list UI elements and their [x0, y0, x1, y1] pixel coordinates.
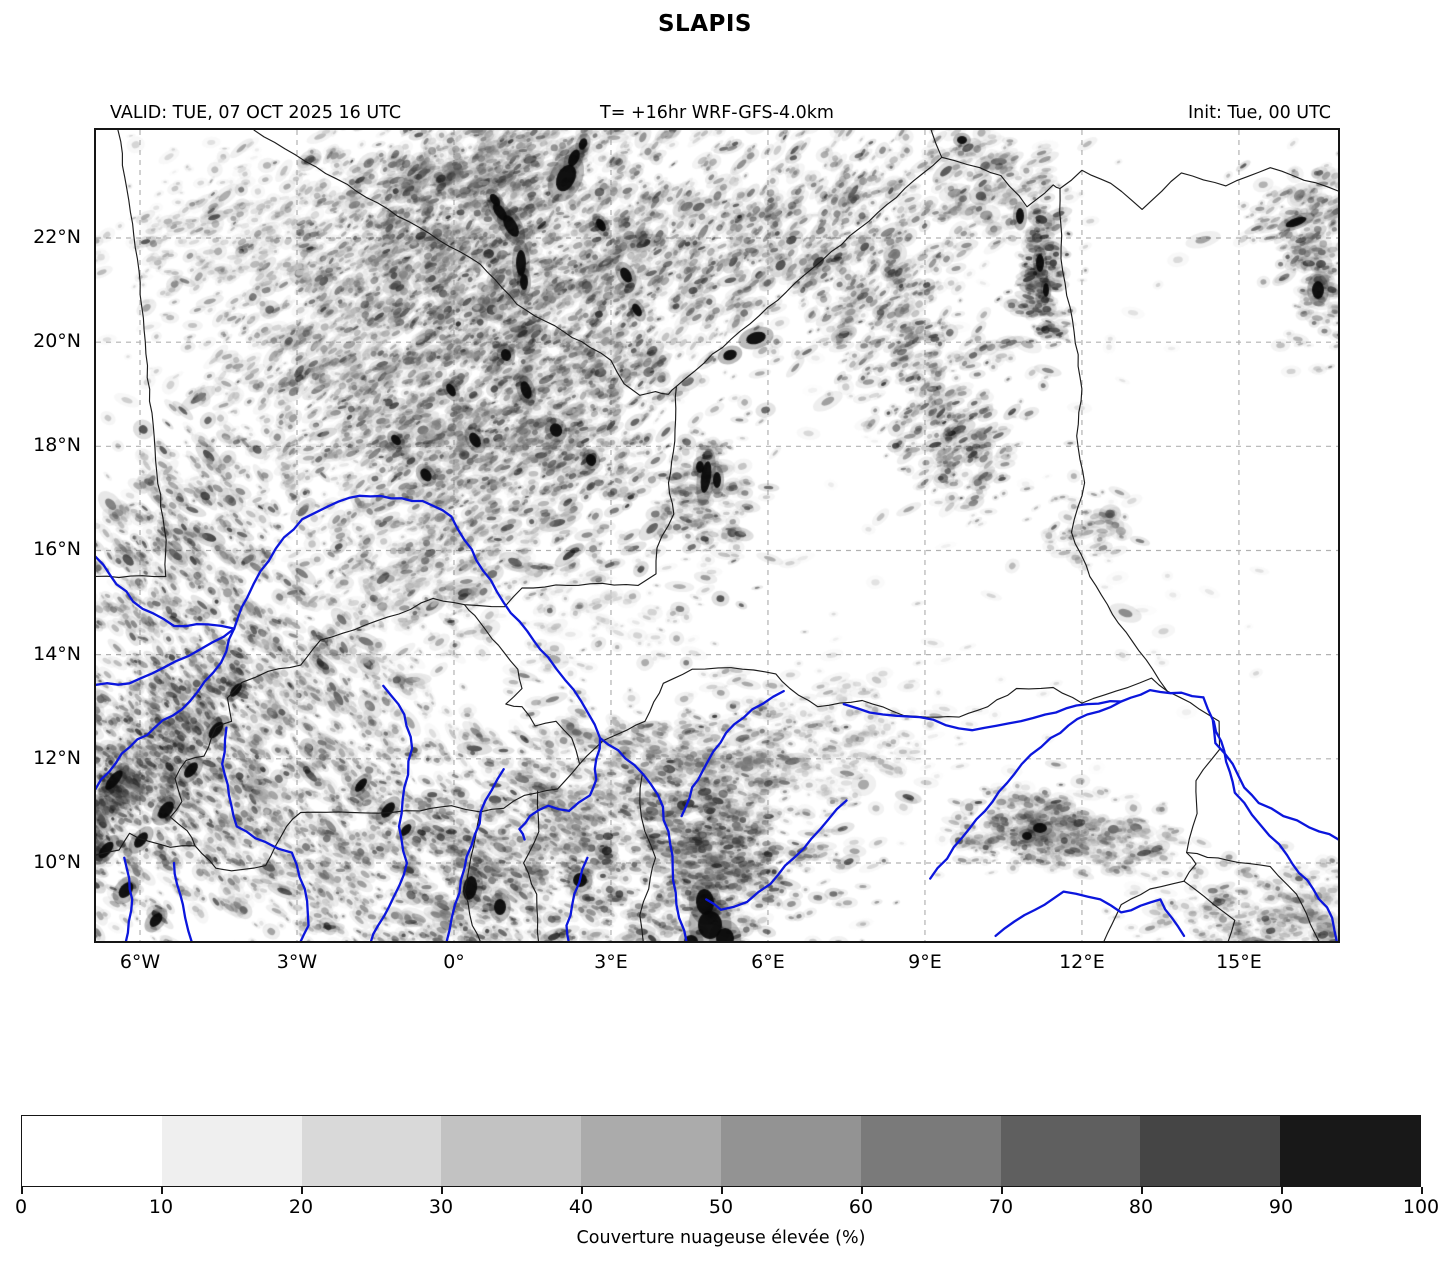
colorbar-tick-label: 60	[848, 1196, 874, 1218]
colorbar-segment	[161, 1116, 302, 1186]
y-tick-label: 20°N	[33, 330, 81, 353]
country-border-line	[194, 763, 581, 872]
x-tick-label: 3°W	[276, 951, 318, 973]
river-line	[445, 768, 505, 941]
x-tick-label: 15°E	[1216, 951, 1262, 973]
y-tick-label: 14°N	[33, 642, 81, 665]
river-line	[1202, 696, 1338, 841]
colorbar-tick-label: 40	[568, 1196, 594, 1218]
river-line	[994, 890, 1186, 938]
colorbar-tickmark	[861, 1187, 863, 1194]
colorbar-tickmark	[581, 1187, 583, 1194]
x-tick-label: 9°E	[908, 951, 942, 973]
colorbar-tick-label: 0	[14, 1196, 28, 1218]
river-line	[123, 856, 134, 941]
y-tick-label: 10°N	[33, 850, 81, 873]
colorbar-segment	[1280, 1116, 1420, 1186]
river-line	[96, 627, 236, 791]
river-line	[518, 736, 602, 841]
country-border-line	[1103, 880, 1185, 941]
country-border-line	[639, 772, 657, 941]
river-line	[369, 684, 414, 941]
river-line	[565, 856, 589, 941]
colorbar-segment	[22, 1116, 162, 1186]
colorbar-segment	[1000, 1116, 1141, 1186]
colorbar-tickmark	[1141, 1187, 1143, 1194]
colorbar-tick-label: 30	[428, 1196, 454, 1218]
country-border-line	[169, 597, 434, 847]
colorbar-tickmark	[1281, 1187, 1283, 1194]
country-border-line	[253, 130, 677, 396]
country-border-line	[523, 790, 540, 941]
borders-and-rivers	[96, 130, 1338, 941]
colorbar-tick-label: 70	[988, 1196, 1014, 1218]
colorbar-tick-label: 10	[148, 1196, 174, 1218]
colorbar	[21, 1115, 1421, 1187]
country-border-line	[117, 130, 167, 578]
river-line	[705, 799, 848, 911]
x-tick-label: 12°E	[1059, 951, 1105, 973]
country-border-line	[1166, 690, 1236, 941]
figure-title: SLAPIS	[657, 11, 752, 37]
colorbar-tickmark	[301, 1187, 303, 1194]
colorbar-segment	[301, 1116, 442, 1186]
colorbar-tickmark	[441, 1187, 443, 1194]
river-line	[96, 555, 236, 630]
model-lead-label: T= +16hr WRF-GFS-4.0km	[600, 103, 834, 123]
colorbar-segment	[1140, 1116, 1281, 1186]
colorbar-tickmark	[1421, 1187, 1423, 1194]
x-tick-label: 6°W	[119, 951, 161, 973]
x-tick-label: 3°E	[594, 951, 628, 973]
country-border-line	[930, 130, 943, 158]
river-line	[96, 494, 688, 941]
cloud-cover-field	[96, 130, 1338, 941]
map-plot-area	[94, 128, 1340, 943]
country-border-line	[463, 811, 481, 941]
colorbar-segment	[581, 1116, 721, 1186]
river-line	[929, 688, 1205, 880]
country-border-line	[463, 604, 581, 765]
country-border-line	[1059, 167, 1338, 210]
colorbar-tick-label: 90	[1268, 1196, 1294, 1218]
country-border-line	[96, 575, 167, 579]
river-line	[842, 700, 1123, 732]
river-line	[680, 689, 785, 818]
colorbar-tick-label: 50	[708, 1196, 734, 1218]
country-border-line	[675, 156, 943, 387]
y-tick-label: 18°N	[33, 434, 81, 457]
colorbar-tickmark	[161, 1187, 163, 1194]
colorbar-tick-label: 80	[1128, 1196, 1154, 1218]
country-border-line	[1186, 852, 1320, 941]
colorbar-segment	[860, 1116, 1001, 1186]
x-tick-label: 6°E	[751, 951, 785, 973]
colorbar-segment	[720, 1116, 861, 1186]
colorbar-tickmark	[21, 1187, 23, 1194]
x-tick-label: 0°	[443, 951, 465, 973]
colorbar-tick-label: 100	[1402, 1196, 1440, 1218]
init-time-label: Init: Tue, 00 UTC	[1188, 103, 1331, 123]
colorbar-segment	[441, 1116, 582, 1186]
colorbar-label: Couverture nuageuse élevée (%)	[576, 1228, 866, 1248]
valid-time-label: VALID: TUE, 07 OCT 2025 16 UTC	[110, 103, 402, 123]
country-border-line	[579, 667, 1168, 765]
y-tick-label: 22°N	[33, 226, 81, 248]
country-border-line	[941, 156, 1061, 208]
country-border-line	[1059, 187, 1168, 692]
colorbar-tick-label: 20	[288, 1196, 314, 1218]
colorbar-tickmark	[721, 1187, 723, 1194]
y-tick-label: 16°N	[33, 538, 81, 561]
river-line	[1212, 720, 1338, 941]
river-line	[172, 861, 193, 941]
river-line	[221, 726, 310, 941]
country-border-line	[96, 832, 196, 856]
colorbar-tickmark	[1001, 1187, 1003, 1194]
y-tick-label: 12°N	[33, 746, 81, 769]
country-border-line	[432, 385, 677, 608]
